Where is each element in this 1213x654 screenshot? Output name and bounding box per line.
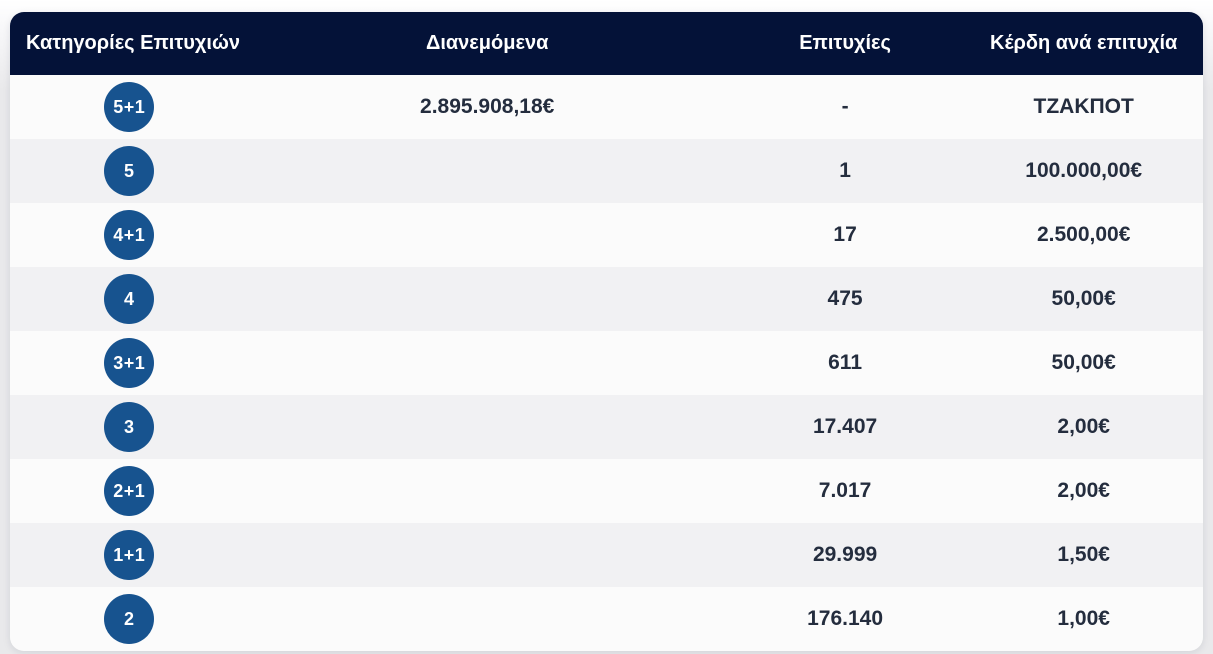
wins-cell: 611 — [828, 351, 863, 374]
wins-cell: 475 — [827, 287, 863, 310]
category-cell: 4 — [10, 274, 249, 324]
table-row: 4 475 50,00€ — [10, 267, 1203, 331]
prize-results-table: Κατηγορίες Επιτυχιών Διανεμόμενα Επιτυχί… — [10, 12, 1203, 651]
column-header-distributed: Διανεμόμενα — [425, 32, 549, 54]
distributed-cell: 2.895.908,18€ — [420, 95, 555, 118]
category-badge: 5 — [104, 146, 155, 196]
prize-cell: 2,00€ — [1057, 415, 1110, 438]
category-badge: 1+1 — [104, 530, 155, 580]
category-cell: 5 — [10, 146, 249, 196]
table-header-row: Κατηγορίες Επιτυχιών Διανεμόμενα Επιτυχί… — [10, 12, 1203, 75]
table-row: 5+1 2.895.908,18€ - ΤΖΑΚΠΟΤ — [10, 75, 1203, 139]
category-cell: 3+1 — [10, 338, 249, 388]
category-badge: 2+1 — [104, 466, 155, 516]
prize-cell: 50,00€ — [1051, 287, 1116, 310]
column-header-categories: Κατηγορίες Επιτυχιών — [26, 32, 241, 54]
wins-cell: 1 — [839, 159, 851, 182]
table-row: 2+1 7.017 2,00€ — [10, 459, 1203, 523]
table-row: 1+1 29.999 1,50€ — [10, 523, 1203, 587]
wins-cell: 7.017 — [818, 479, 872, 502]
prize-cell: ΤΖΑΚΠΟΤ — [1033, 95, 1134, 118]
category-badge: 4+1 — [104, 210, 155, 260]
wins-cell: 17 — [833, 223, 857, 246]
wins-cell: 176.140 — [807, 607, 884, 630]
category-badge: 3 — [104, 402, 155, 452]
category-cell: 3 — [10, 402, 249, 452]
column-header-prize: Κέρδη ανά επιτυχία — [990, 32, 1178, 54]
prize-cell: 50,00€ — [1051, 351, 1116, 374]
table-row: 4+1 17 2.500,00€ — [10, 203, 1203, 267]
wins-cell: 29.999 — [812, 543, 878, 566]
category-cell: 1+1 — [10, 530, 249, 580]
wins-cell: - — [841, 95, 849, 118]
prize-cell: 2,00€ — [1057, 479, 1110, 502]
category-cell: 2 — [10, 594, 249, 644]
results-table-body: 5+1 2.895.908,18€ - ΤΖΑΚΠΟΤ 5 1 100.000,00€ 4+1… — [10, 75, 1203, 651]
table-row: 5 1 100.000,00€ — [10, 139, 1203, 203]
prize-cell: 1,50€ — [1057, 543, 1110, 566]
table-row: 3+1 611 50,00€ — [10, 331, 1203, 395]
category-badge: 4 — [104, 274, 155, 324]
category-badge: 3+1 — [104, 338, 155, 388]
wins-cell: 17.407 — [812, 415, 878, 438]
category-cell: 4+1 — [10, 210, 249, 260]
column-header-wins: Επιτυχίες — [799, 32, 891, 54]
prize-cell: 2.500,00€ — [1036, 223, 1131, 246]
prize-cell: 1,00€ — [1057, 607, 1110, 630]
prize-cell: 100.000,00€ — [1025, 159, 1143, 182]
category-cell: 2+1 — [10, 466, 249, 516]
category-badge: 5+1 — [104, 82, 155, 132]
table-row: 2 176.140 1,00€ — [10, 587, 1203, 651]
table-row: 3 17.407 2,00€ — [10, 395, 1203, 459]
category-badge: 2 — [104, 594, 155, 644]
category-cell: 5+1 — [10, 82, 249, 132]
